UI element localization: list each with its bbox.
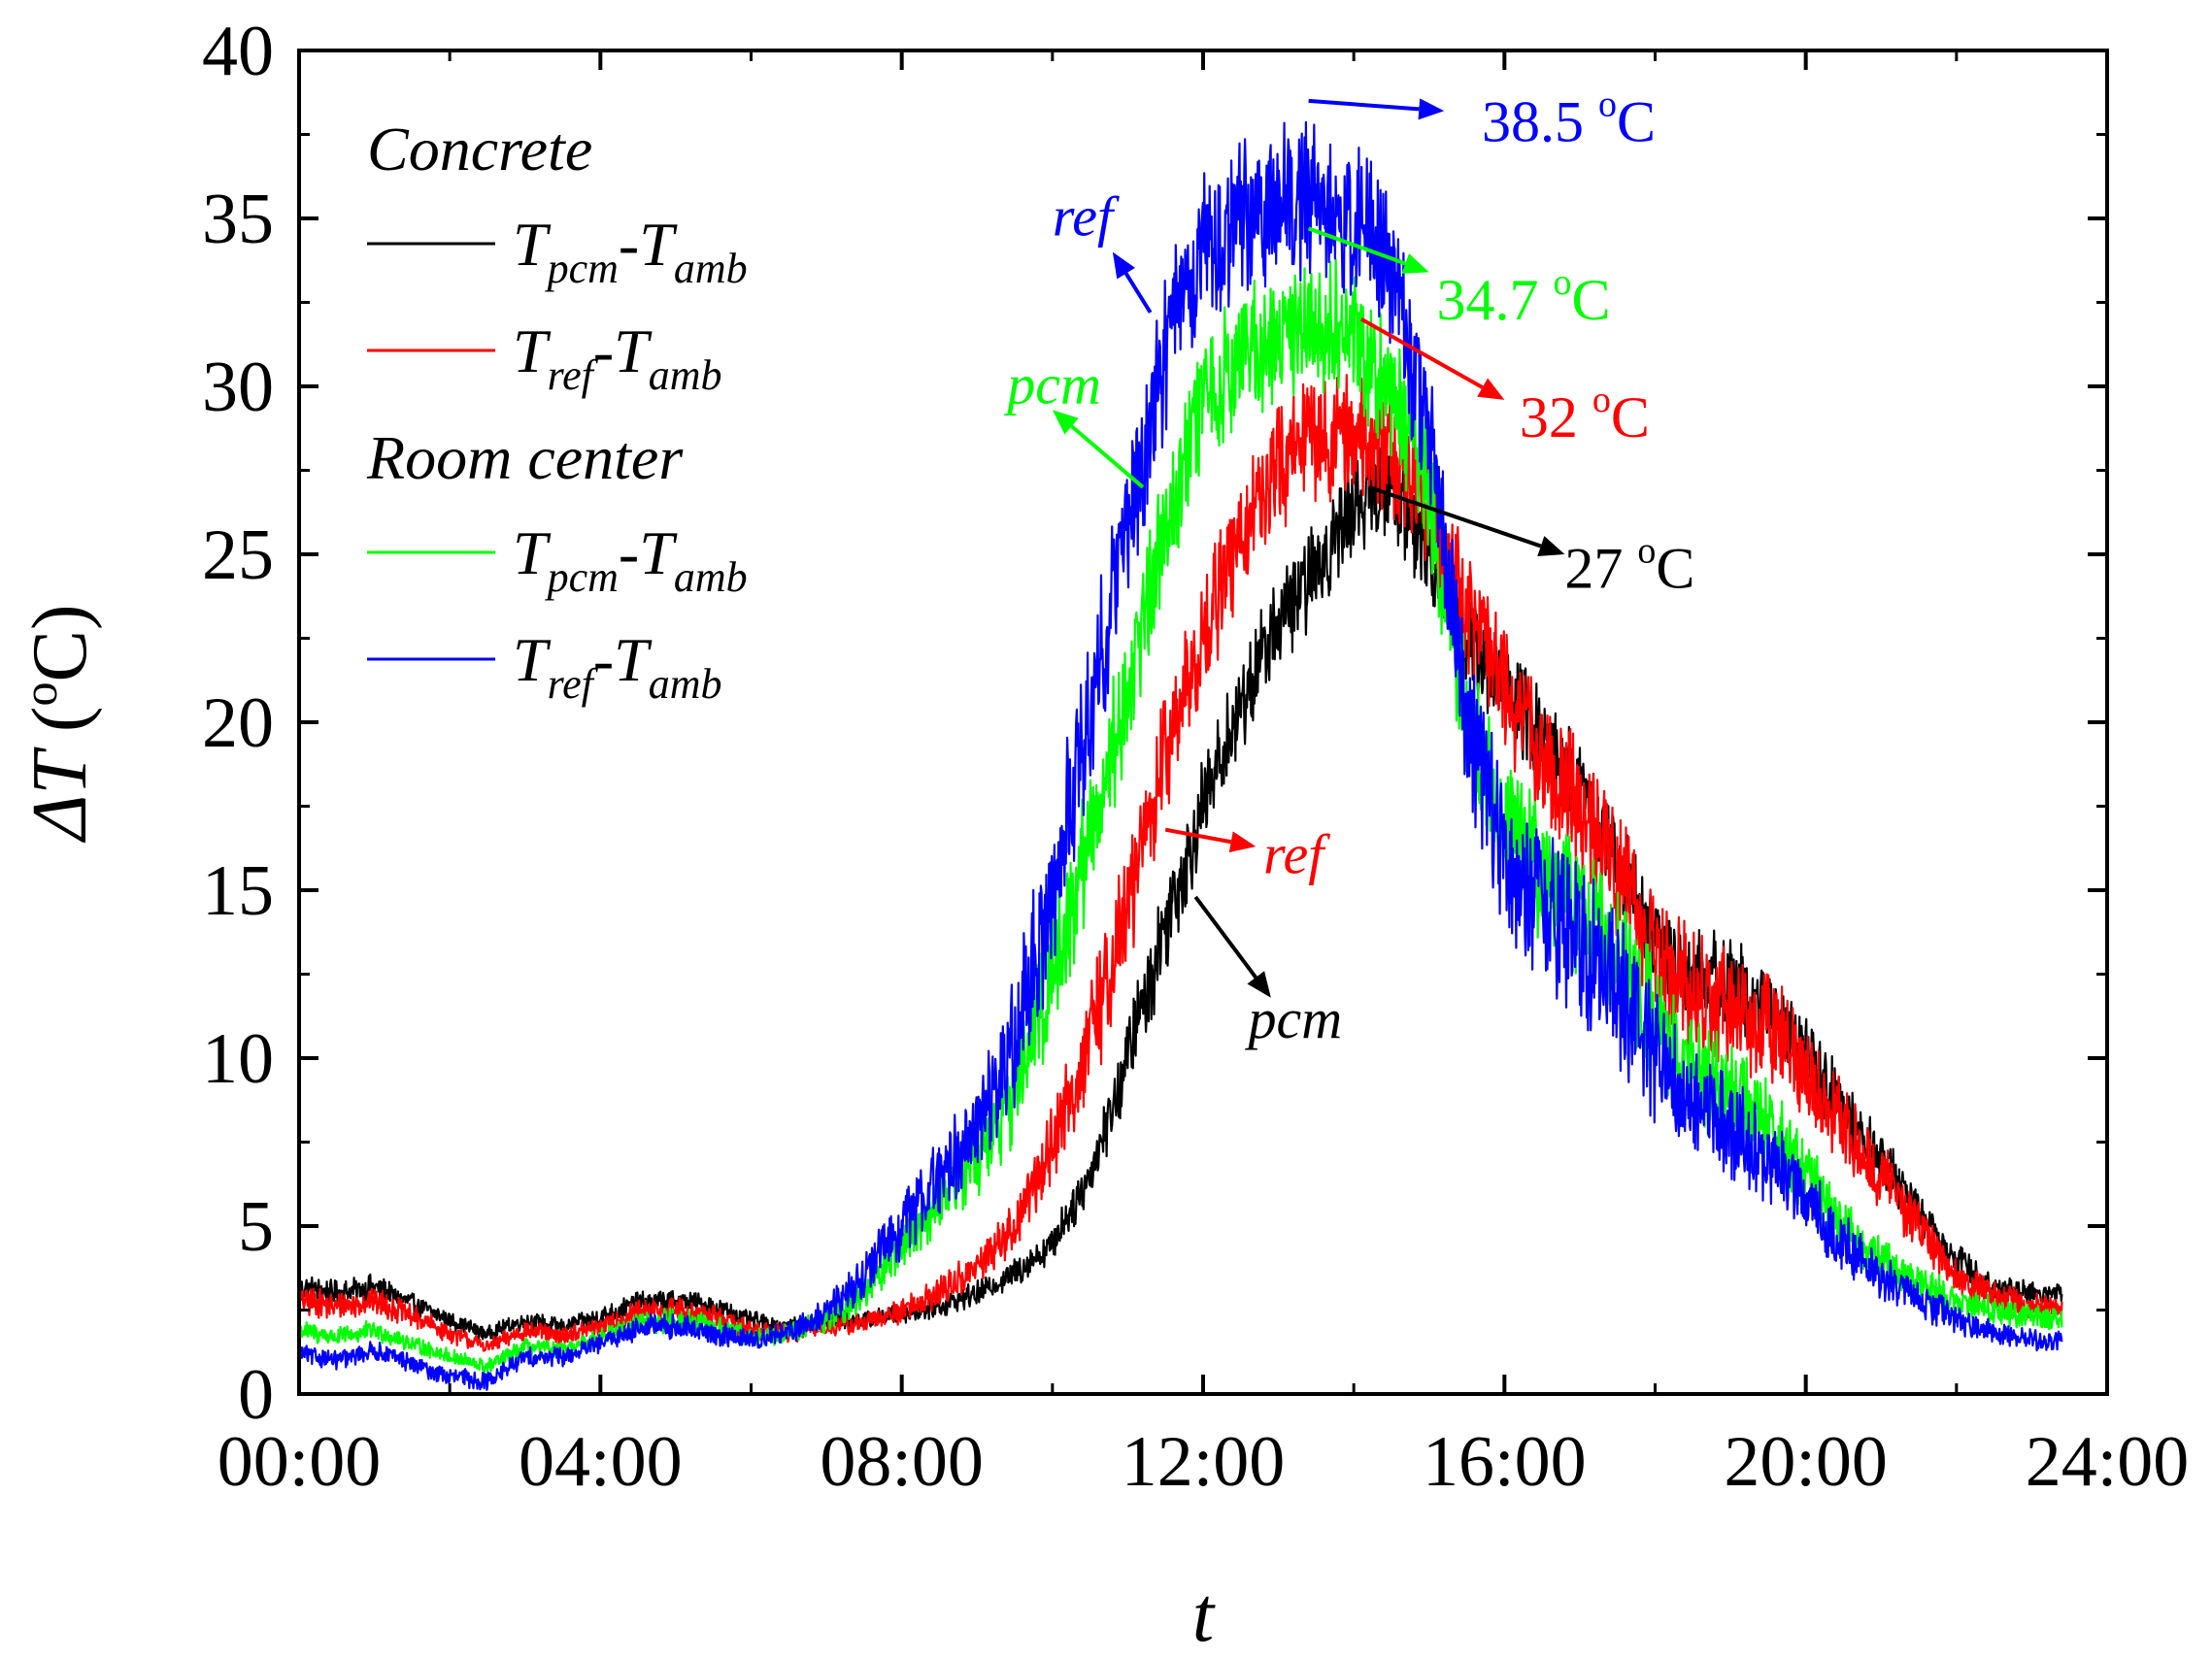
y-tick-label: 10 xyxy=(202,1019,274,1099)
x-tick-label: 12:00 xyxy=(1122,1422,1286,1502)
legend: Concrete Tpcm-Tamb Tref-Tamb Room center Tpc… xyxy=(366,115,748,708)
x-tick-label: 24:00 xyxy=(2026,1422,2190,1502)
legend-label-room_pcm: Tpcm-Tamb xyxy=(513,518,748,601)
annotation-label-green-pcm-label: pcm xyxy=(1003,352,1101,415)
series-line-room_ref xyxy=(299,120,2063,1391)
legend-group-title: Room center xyxy=(366,423,684,492)
annotation-arrow-blue-ref-label xyxy=(1112,251,1153,314)
series-line-concrete_ref xyxy=(299,374,2063,1352)
x-tick-label: 08:00 xyxy=(820,1422,984,1502)
y-tick-label: 5 xyxy=(238,1187,274,1267)
annotation-label-black-pcm-label: pcm xyxy=(1245,987,1343,1050)
y-tick-label: 30 xyxy=(202,348,274,427)
annotation-arrow-red-peak xyxy=(1359,317,1505,400)
annotation-arrow-black-peak xyxy=(1368,484,1565,556)
annotation-label-green-peak: 34.7 oC xyxy=(1437,262,1611,332)
y-tick-label: 15 xyxy=(202,851,274,931)
legend-group-title: Concrete xyxy=(367,115,592,183)
legend-label-concrete_ref: Tref-Tamb xyxy=(513,316,722,399)
x-tick-label: 00:00 xyxy=(218,1422,382,1502)
tick-layer: 00:00 04:00 08:00 12:00 16:00 20:00 24:00 0 5 10 1… xyxy=(202,12,2189,1502)
annotation-arrow-blue-peak xyxy=(1308,98,1445,120)
x-tick-label: 16:00 xyxy=(1423,1422,1587,1502)
annotation-arrow-green-pcm-label xyxy=(1052,410,1145,489)
annotation-layer: 38.5 oC 34.7 oC 32 oC 27 oC ref pcm ref pcm xyxy=(1003,83,1694,1050)
y-tick-label: 25 xyxy=(202,515,274,595)
x-axis-label: t xyxy=(1192,1573,1216,1658)
annotation-label-blue-ref-label: ref xyxy=(1053,184,1120,248)
y-axis-label: ΔT (oC) xyxy=(13,604,103,843)
annotation-label-blue-peak: 38.5 oC xyxy=(1482,83,1656,153)
x-tick-label: 04:00 xyxy=(519,1422,683,1502)
annotation-label-red-ref-label: ref xyxy=(1263,823,1330,886)
annotation-arrow-black-pcm-label xyxy=(1193,895,1271,998)
annotation-label-black-peak: 27 oC xyxy=(1564,531,1694,601)
legend-label-concrete_pcm: Tpcm-Tamb xyxy=(513,210,748,292)
annotation-label-red-peak: 32 oC xyxy=(1520,380,1650,449)
y-tick-label: 0 xyxy=(238,1355,274,1435)
y-tick-label: 40 xyxy=(202,12,274,91)
annotation-arrow-green-peak xyxy=(1307,226,1429,274)
legend-label-room_ref: Tref-Tamb xyxy=(513,625,722,708)
series-layer xyxy=(299,120,2063,1391)
y-tick-label: 20 xyxy=(202,683,274,763)
y-tick-label: 35 xyxy=(202,180,274,259)
x-tick-label: 20:00 xyxy=(1724,1422,1888,1502)
annotation-arrow-red-ref-label xyxy=(1164,827,1257,853)
